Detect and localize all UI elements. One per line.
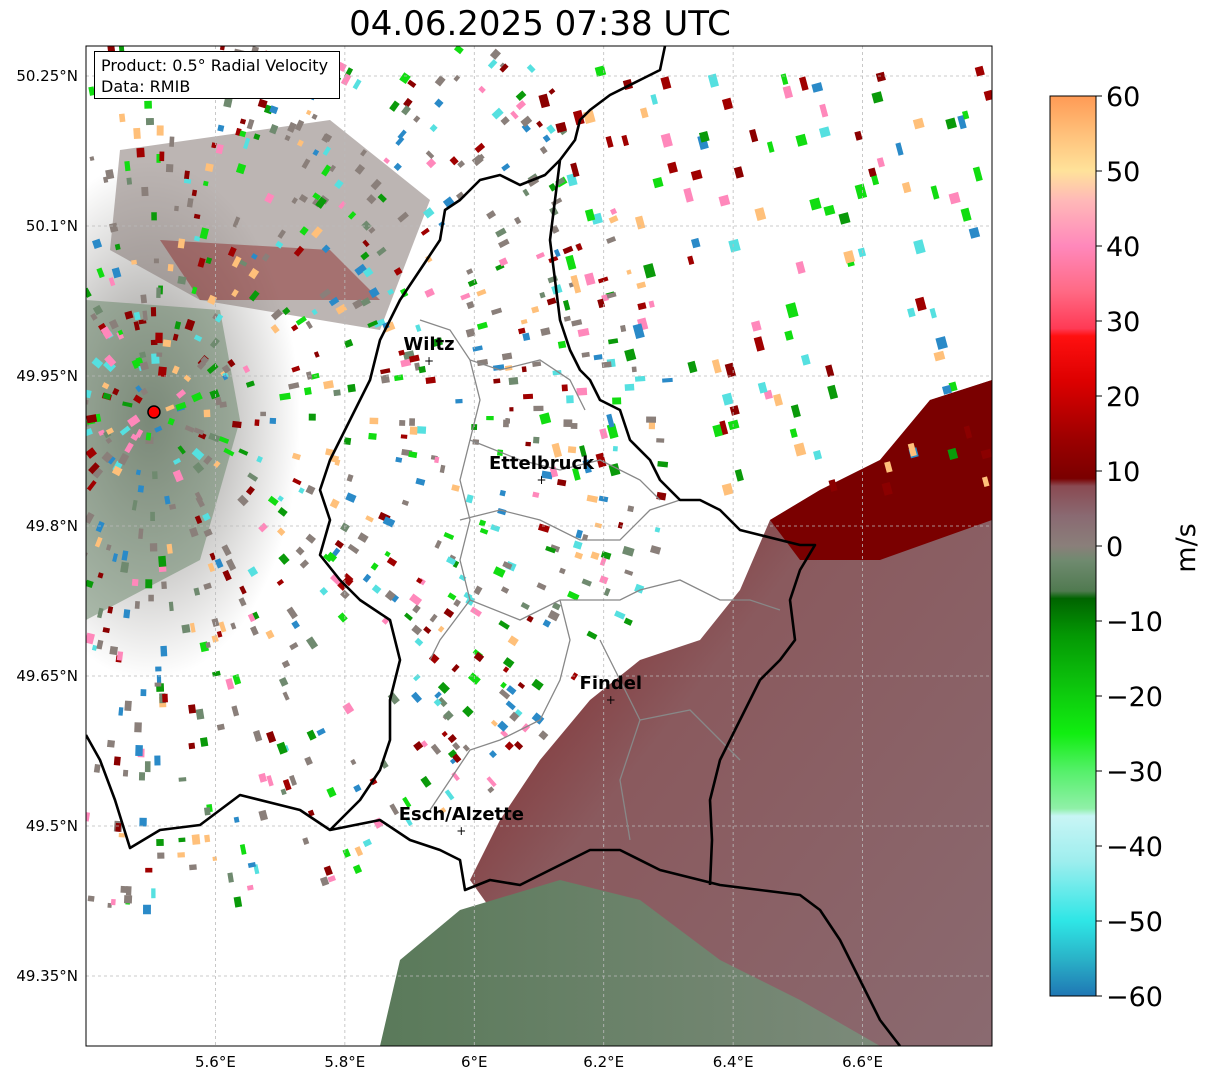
city-label: Wiltz <box>403 334 454 355</box>
data-source-text: Data: RMIB <box>101 77 191 96</box>
city-label: Ettelbruck <box>489 453 595 474</box>
colorbar-tick-label: 60 <box>1106 82 1140 113</box>
lon-tick-label: 6.2°E <box>583 1053 624 1071</box>
city-marker-icon: + <box>424 354 434 368</box>
map-title: 04.06.2025 07:38 UTC <box>349 4 731 44</box>
radar-site-marker <box>147 405 161 419</box>
city-label: Findel <box>580 673 643 694</box>
colorbar-tick-label: 10 <box>1106 457 1140 488</box>
velocity-field <box>86 46 992 1046</box>
colorbar-ticks: 60 50 40 30 20 10 0 −10 −20 −30 −40 −50 −60 <box>1096 82 1163 1013</box>
colorbar-tick-label: 0 <box>1106 532 1123 563</box>
axis-ticks: 50.25°N 50.1°N 49.95°N 49.8°N 49.65°N 49.5°N 4… <box>16 67 883 1071</box>
city-marker-icon: + <box>537 473 547 487</box>
colorbar-tick-label: −50 <box>1106 907 1163 938</box>
lat-tick-label: 49.35°N <box>16 967 78 985</box>
colorbar-tick-label: −30 <box>1106 757 1163 788</box>
city-marker-icon: + <box>456 824 466 838</box>
colorbar-tick-label: −40 <box>1106 832 1163 863</box>
city-markers: +Wiltz+Ettelbruck+Findel+Esch/Alzette <box>399 334 642 838</box>
lat-tick-label: 49.5°N <box>26 817 78 835</box>
national-border <box>86 46 902 1046</box>
product-info-box: Product: 0.5° Radial Velocity Data: RMIB <box>94 51 340 99</box>
lat-tick-label: 49.95°N <box>16 367 78 385</box>
city-marker-icon: + <box>606 693 616 707</box>
lon-tick-label: 5.8°E <box>324 1053 365 1071</box>
map-frame <box>85 45 993 1047</box>
map-gridlines <box>86 46 992 1046</box>
product-text: Product: 0.5° Radial Velocity <box>101 56 329 75</box>
colorbar-tick-label: 40 <box>1106 232 1140 263</box>
lon-tick-label: 6.6°E <box>842 1053 883 1071</box>
lon-tick-label: 5.6°E <box>195 1053 236 1071</box>
colorbar-tick-label: 30 <box>1106 307 1140 338</box>
lon-tick-label: 6.4°E <box>713 1053 754 1071</box>
canton-borders <box>419 319 781 841</box>
lat-tick-label: 49.8°N <box>26 517 78 535</box>
lat-tick-label: 49.65°N <box>16 667 78 685</box>
colorbar-tick-label: −10 <box>1106 607 1163 638</box>
colorbar-tick-label: 50 <box>1106 157 1140 188</box>
colorbar-gradient <box>1049 95 1097 997</box>
colorbar-tick-label: −60 <box>1106 982 1163 1013</box>
lat-tick-label: 50.1°N <box>26 217 78 235</box>
lat-tick-label: 50.25°N <box>16 67 78 85</box>
city-label: Esch/Alzette <box>399 804 524 825</box>
colorbar-tick-label: −20 <box>1106 682 1163 713</box>
colorbar-label: m/s <box>1171 523 1202 572</box>
colorbar-tick-label: 20 <box>1106 382 1140 413</box>
lon-tick-label: 6°E <box>461 1053 488 1071</box>
